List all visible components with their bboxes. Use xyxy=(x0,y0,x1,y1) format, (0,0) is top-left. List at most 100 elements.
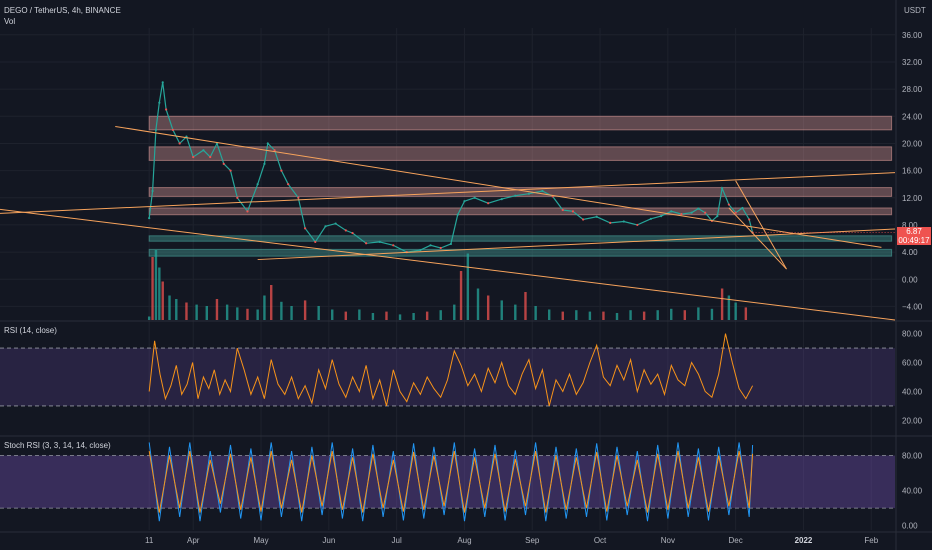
volume-bar xyxy=(615,313,619,320)
price-y-tick-label: 20.00 xyxy=(902,139,923,148)
trendline xyxy=(0,172,896,214)
price-point xyxy=(514,194,517,197)
x-tick-label: Jul xyxy=(392,536,402,545)
volume-bar xyxy=(697,307,700,320)
x-tick-label: Apr xyxy=(187,536,200,545)
volume-bar xyxy=(154,250,158,320)
price-point xyxy=(273,149,276,152)
price-point xyxy=(697,207,700,210)
volume-bar xyxy=(629,310,632,320)
price-point xyxy=(171,128,174,131)
volume-bar xyxy=(548,309,551,320)
price-point xyxy=(500,198,503,201)
price-point xyxy=(229,169,232,172)
price-y-tick-label: 28.00 xyxy=(902,85,923,94)
price-point xyxy=(680,212,683,216)
last-price-value: 6.87 xyxy=(906,226,922,236)
trendline xyxy=(257,228,896,261)
volume-bar xyxy=(642,311,646,320)
volume-bar xyxy=(476,288,480,320)
x-tick-label: 11 xyxy=(145,536,154,545)
volume-bar xyxy=(534,306,537,320)
price-y-tick-label: 12.00 xyxy=(902,194,923,203)
volume-bar xyxy=(263,295,266,320)
volume-bar xyxy=(734,302,737,320)
rsi-y-tick-label: 40.00 xyxy=(902,387,923,396)
volume-bar xyxy=(575,310,578,320)
price-y-tick-label: 36.00 xyxy=(902,31,923,40)
price-point xyxy=(165,108,168,111)
price-point xyxy=(151,189,154,193)
price-point xyxy=(636,223,639,227)
price-y-tick-label: −4.00 xyxy=(902,302,923,311)
resistance-zone xyxy=(148,115,893,131)
volume-bar xyxy=(727,295,731,320)
volume-bar xyxy=(168,295,171,320)
volume-bar xyxy=(290,306,293,320)
stoch-y-tick-label: 40.00 xyxy=(902,487,923,496)
price-point xyxy=(178,142,181,145)
price-point xyxy=(314,240,317,244)
price-point xyxy=(449,242,452,246)
price-point xyxy=(571,210,575,213)
price-point xyxy=(266,142,269,145)
support-zone xyxy=(148,235,893,242)
stoch-d-line xyxy=(148,451,754,513)
price-point xyxy=(378,240,381,244)
trendline xyxy=(735,180,787,270)
rsi-y-tick-label: 80.00 xyxy=(902,330,923,339)
price-y-tick-label: 4.00 xyxy=(902,248,918,257)
trendline xyxy=(115,125,882,248)
volume-bar xyxy=(175,299,178,320)
x-tick-label: Feb xyxy=(864,536,878,545)
volume-bar xyxy=(151,257,154,320)
volume-bar xyxy=(205,306,208,320)
volume-bar xyxy=(425,311,429,320)
price-point xyxy=(622,220,625,223)
price-point xyxy=(202,149,205,152)
stoch-y-tick-label: 80.00 xyxy=(902,452,923,461)
volume-bar xyxy=(720,288,724,320)
price-point xyxy=(456,213,459,216)
price-point xyxy=(280,169,283,172)
volume-bar xyxy=(195,304,198,320)
price-point xyxy=(649,217,653,220)
rsi-band xyxy=(0,348,895,406)
x-tick-label: 2022 xyxy=(795,536,813,545)
volume-bar xyxy=(385,311,388,320)
price-y-tick-label: 24.00 xyxy=(902,112,923,121)
price-point xyxy=(365,242,368,245)
price-point xyxy=(561,208,564,212)
price-point xyxy=(209,155,212,159)
support-zone xyxy=(148,248,893,257)
stoch-band xyxy=(0,455,895,509)
price-point xyxy=(222,162,225,165)
price-point xyxy=(439,246,442,250)
volume-bar xyxy=(602,311,605,320)
resistance-zone xyxy=(148,187,893,197)
volume-bar xyxy=(371,313,375,320)
price-point xyxy=(256,183,259,186)
volume-bar xyxy=(161,281,164,320)
price-point xyxy=(158,101,161,104)
resistance-zone xyxy=(148,207,893,216)
price-point xyxy=(419,248,422,252)
volume-bar xyxy=(317,306,320,320)
x-tick-label: Dec xyxy=(729,536,743,545)
volume-bar xyxy=(453,304,456,320)
x-tick-label: May xyxy=(253,536,268,545)
x-tick-label: Aug xyxy=(457,536,471,545)
price-point xyxy=(287,183,290,186)
price-point xyxy=(670,210,673,213)
x-tick-label: Nov xyxy=(661,536,675,545)
volume-bar xyxy=(514,304,517,320)
price-point xyxy=(334,222,337,225)
volume-bar xyxy=(303,300,307,320)
price-point xyxy=(721,187,724,190)
volume-bar xyxy=(670,308,673,320)
price-point xyxy=(304,227,307,230)
volume-bar xyxy=(500,300,503,320)
price-point xyxy=(263,162,266,165)
rsi-y-tick-label: 20.00 xyxy=(902,416,923,425)
